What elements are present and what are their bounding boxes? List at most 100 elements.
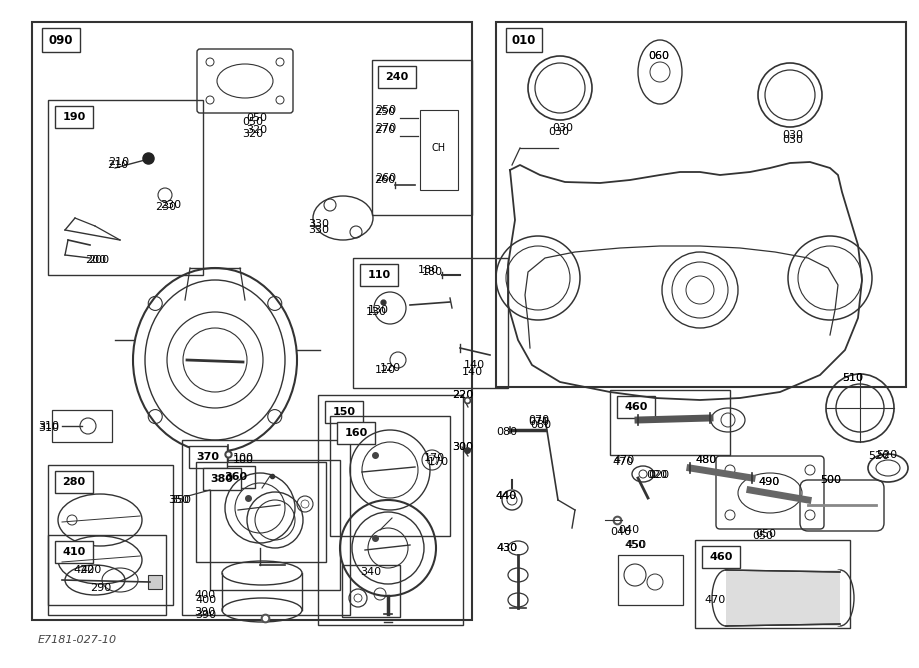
Text: 080: 080 — [529, 420, 550, 430]
Text: 090: 090 — [49, 33, 74, 47]
Text: 080: 080 — [495, 427, 516, 437]
Text: 260: 260 — [374, 175, 394, 185]
Text: 470: 470 — [611, 457, 632, 467]
Text: 240: 240 — [385, 72, 408, 82]
Text: 340: 340 — [359, 567, 380, 577]
Text: 520: 520 — [867, 451, 888, 461]
Text: 480: 480 — [694, 455, 716, 465]
Text: 170: 170 — [424, 453, 445, 463]
Text: 030: 030 — [781, 135, 802, 145]
Bar — [495, 22, 905, 387]
Text: 040: 040 — [618, 525, 639, 535]
Text: 180: 180 — [422, 267, 443, 277]
Text: 300: 300 — [451, 442, 472, 452]
Text: 270: 270 — [374, 125, 395, 135]
Bar — [330, 416, 449, 536]
Text: 350: 350 — [168, 495, 188, 505]
Text: 030: 030 — [551, 123, 573, 133]
Bar — [48, 465, 173, 605]
Bar — [353, 258, 507, 388]
Bar — [55, 541, 93, 563]
Text: 440: 440 — [494, 491, 516, 501]
Text: 260: 260 — [375, 173, 396, 183]
Text: 490: 490 — [757, 477, 778, 487]
Text: 020: 020 — [645, 470, 666, 480]
Text: 100: 100 — [233, 455, 254, 465]
Text: 450: 450 — [623, 540, 644, 550]
Text: 070: 070 — [528, 415, 549, 425]
Text: 210: 210 — [108, 157, 129, 167]
Text: 160: 160 — [344, 428, 368, 438]
Text: 180: 180 — [417, 265, 438, 275]
Text: 140: 140 — [463, 360, 484, 370]
Bar — [148, 575, 162, 589]
Text: 520: 520 — [875, 450, 896, 460]
Text: E7181-027-10: E7181-027-10 — [38, 635, 117, 645]
Bar — [701, 546, 739, 568]
Bar — [694, 540, 849, 628]
Text: 050: 050 — [754, 529, 775, 539]
Text: 030: 030 — [781, 130, 802, 140]
Text: 020: 020 — [647, 470, 668, 480]
Text: 440: 440 — [494, 491, 516, 501]
Text: 460: 460 — [709, 552, 732, 562]
Text: 200: 200 — [85, 255, 106, 265]
Text: 250: 250 — [374, 107, 394, 117]
Bar — [42, 28, 80, 52]
Text: 150: 150 — [332, 407, 355, 417]
Text: 220: 220 — [451, 390, 472, 400]
Text: 480: 480 — [694, 455, 716, 465]
Bar — [324, 401, 363, 423]
Text: 130: 130 — [368, 305, 389, 315]
Bar — [210, 460, 340, 590]
Bar — [55, 106, 93, 128]
Text: 060: 060 — [647, 51, 668, 61]
Text: 110: 110 — [367, 270, 391, 280]
Bar — [318, 395, 462, 625]
Bar — [182, 440, 349, 615]
Text: 420: 420 — [73, 565, 94, 575]
Text: 350: 350 — [170, 495, 191, 505]
Text: 120: 120 — [375, 365, 396, 375]
Text: 420: 420 — [80, 565, 101, 575]
Text: CH: CH — [431, 143, 446, 153]
Text: 330: 330 — [308, 219, 329, 229]
Bar — [188, 446, 227, 468]
Bar — [48, 535, 165, 615]
Text: 390: 390 — [194, 607, 215, 617]
Text: 510: 510 — [841, 373, 862, 383]
Text: 140: 140 — [461, 367, 482, 377]
Text: 100: 100 — [233, 453, 254, 463]
Text: 310: 310 — [38, 423, 59, 433]
Bar — [378, 66, 415, 88]
Text: 450: 450 — [624, 540, 645, 550]
Text: 330: 330 — [308, 225, 329, 235]
Bar — [618, 555, 682, 605]
Text: 130: 130 — [366, 307, 387, 317]
Text: 270: 270 — [375, 123, 396, 133]
Text: 210: 210 — [107, 160, 128, 170]
Text: 030: 030 — [548, 127, 568, 137]
Text: 430: 430 — [495, 543, 516, 553]
Text: 230: 230 — [160, 200, 181, 210]
Text: 470: 470 — [703, 595, 724, 605]
Text: 310: 310 — [38, 421, 59, 431]
Text: 510: 510 — [841, 373, 862, 383]
Text: 170: 170 — [427, 457, 448, 467]
Text: 200: 200 — [88, 255, 109, 265]
Text: 500: 500 — [819, 475, 840, 485]
Text: 250: 250 — [375, 105, 396, 115]
Text: 460: 460 — [624, 402, 647, 412]
Text: 370: 370 — [197, 452, 220, 462]
Text: 050: 050 — [242, 117, 263, 127]
Text: 290: 290 — [90, 583, 111, 593]
Text: 360: 360 — [224, 472, 247, 482]
Bar — [196, 462, 325, 562]
Text: 430: 430 — [495, 543, 516, 553]
Text: 400: 400 — [195, 595, 216, 605]
Text: 190: 190 — [62, 112, 85, 122]
Bar — [505, 28, 541, 52]
Bar — [371, 60, 471, 215]
Text: 490: 490 — [757, 477, 778, 487]
Text: 500: 500 — [819, 475, 840, 485]
